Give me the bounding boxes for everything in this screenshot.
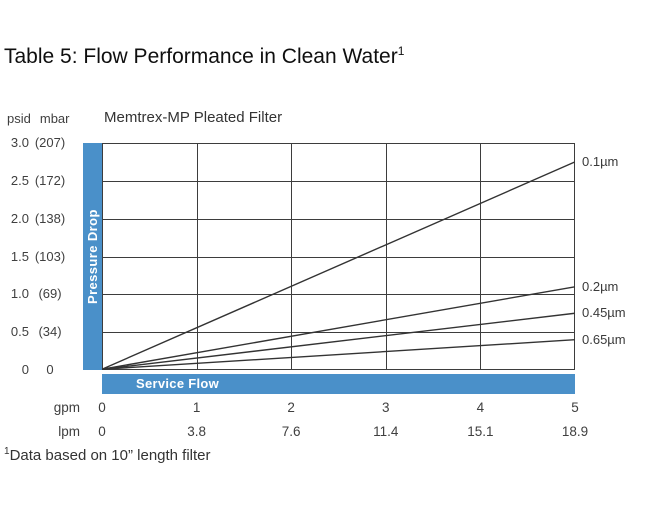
x-tick: 4 xyxy=(476,400,485,415)
y-tick-psid: 2.0 xyxy=(10,210,29,226)
y-unit-mbar: mbar xyxy=(39,111,70,126)
series-label: 0.2µm xyxy=(582,278,619,294)
page-title: Table 5: Flow Performance in Clean Water… xyxy=(4,44,404,69)
y-tick-row: 2.0 (138) xyxy=(0,211,80,227)
x-axis-row-gpm: gpm 0 1 2 3 4 5 xyxy=(0,400,650,417)
series-end-labels: 0.1µm 0.2µm 0.45µm 0.65µm xyxy=(582,143,648,370)
page-title-text: Table 5: Flow Performance in Clean Water xyxy=(4,45,398,68)
y-tick-psid: 2.5 xyxy=(10,172,29,188)
y-unit-psid: psid xyxy=(7,111,31,126)
x-tick: 0 xyxy=(98,424,106,439)
series-line-0.65µm xyxy=(101,339,576,370)
y-tick-row: 0.5 (34) xyxy=(0,324,80,340)
y-tick-psid: 1.5 xyxy=(10,248,29,264)
series-label: 0.1µm xyxy=(582,153,619,169)
service-flow-axis-bar: Service Flow xyxy=(102,374,575,394)
series-line-0.1µm xyxy=(101,161,576,370)
plot-area xyxy=(101,143,576,370)
x-tick: 11.4 xyxy=(373,424,399,439)
y-tick-psid: 3.0 xyxy=(10,135,29,150)
x-tick: 15.1 xyxy=(467,424,494,439)
footnote: 1Data based on 10” length filter xyxy=(4,446,211,464)
y-tick-mbar: (172) xyxy=(34,172,66,188)
x-tick: 3.8 xyxy=(187,424,206,439)
x-axis-label: Service Flow xyxy=(136,376,220,391)
y-tick-psid: 0.5 xyxy=(10,324,29,340)
x-axis-rows: gpm 0 1 2 3 4 5 lpm 0 3.8 7.6 11.4 15.1 18.9 xyxy=(0,400,650,446)
y-tick-row: 2.5 (172) xyxy=(0,173,80,189)
y-axis-label: Pressure Drop xyxy=(85,209,100,304)
title-footnote-marker: 1 xyxy=(397,44,405,58)
x-tick: 7.6 xyxy=(281,424,301,439)
series-line-0.2µm xyxy=(101,286,576,370)
y-tick-row: 3.0 (207) xyxy=(0,135,80,151)
y-tick-psid: 1.0 xyxy=(10,286,29,302)
series-label: 0.65µm xyxy=(582,331,626,347)
y-tick-mbar: (34) xyxy=(38,324,62,340)
y-axis-units: psid mbar xyxy=(7,111,69,126)
y-tick-mbar: (103) xyxy=(34,248,66,264)
pressure-drop-axis-bar: Pressure Drop xyxy=(83,143,102,370)
y-tick-row: 1.0 (69) xyxy=(0,286,80,302)
x-axis-row-lpm: lpm 0 3.8 7.6 11.4 15.1 18.9 xyxy=(0,424,650,441)
y-tick-row: 1.5 (103) xyxy=(0,249,80,265)
x-tick: 0 xyxy=(98,400,106,415)
series-label: 0.45µm xyxy=(582,305,626,321)
y-tick-mbar: (69) xyxy=(38,286,62,302)
footnote-text: Data based on 10” length filter xyxy=(9,447,211,464)
x-unit-label: gpm xyxy=(53,400,80,415)
x-tick: 5 xyxy=(571,400,579,415)
x-tick: 2 xyxy=(287,400,295,415)
y-tick-psid: 0 xyxy=(21,362,29,377)
chart-title: Memtrex-MP Pleated Filter xyxy=(104,109,283,126)
x-tick: 18.9 xyxy=(561,424,589,439)
series-line-0.45µm xyxy=(101,312,576,370)
chart-svg xyxy=(101,143,576,370)
x-tick: 1 xyxy=(192,400,201,415)
y-tick-mbar: 0 xyxy=(46,362,54,377)
x-tick: 3 xyxy=(382,400,390,415)
y-tick-mbar: (207) xyxy=(34,135,66,150)
x-unit-label: lpm xyxy=(58,424,80,439)
y-tick-labels: 3.0 (207) 2.5 (172) 2.0 (138) 1.5 (103) 1.0 (69) 0… xyxy=(0,135,80,377)
y-tick-mbar: (138) xyxy=(34,210,66,226)
footnote-marker: 1 xyxy=(4,446,10,457)
